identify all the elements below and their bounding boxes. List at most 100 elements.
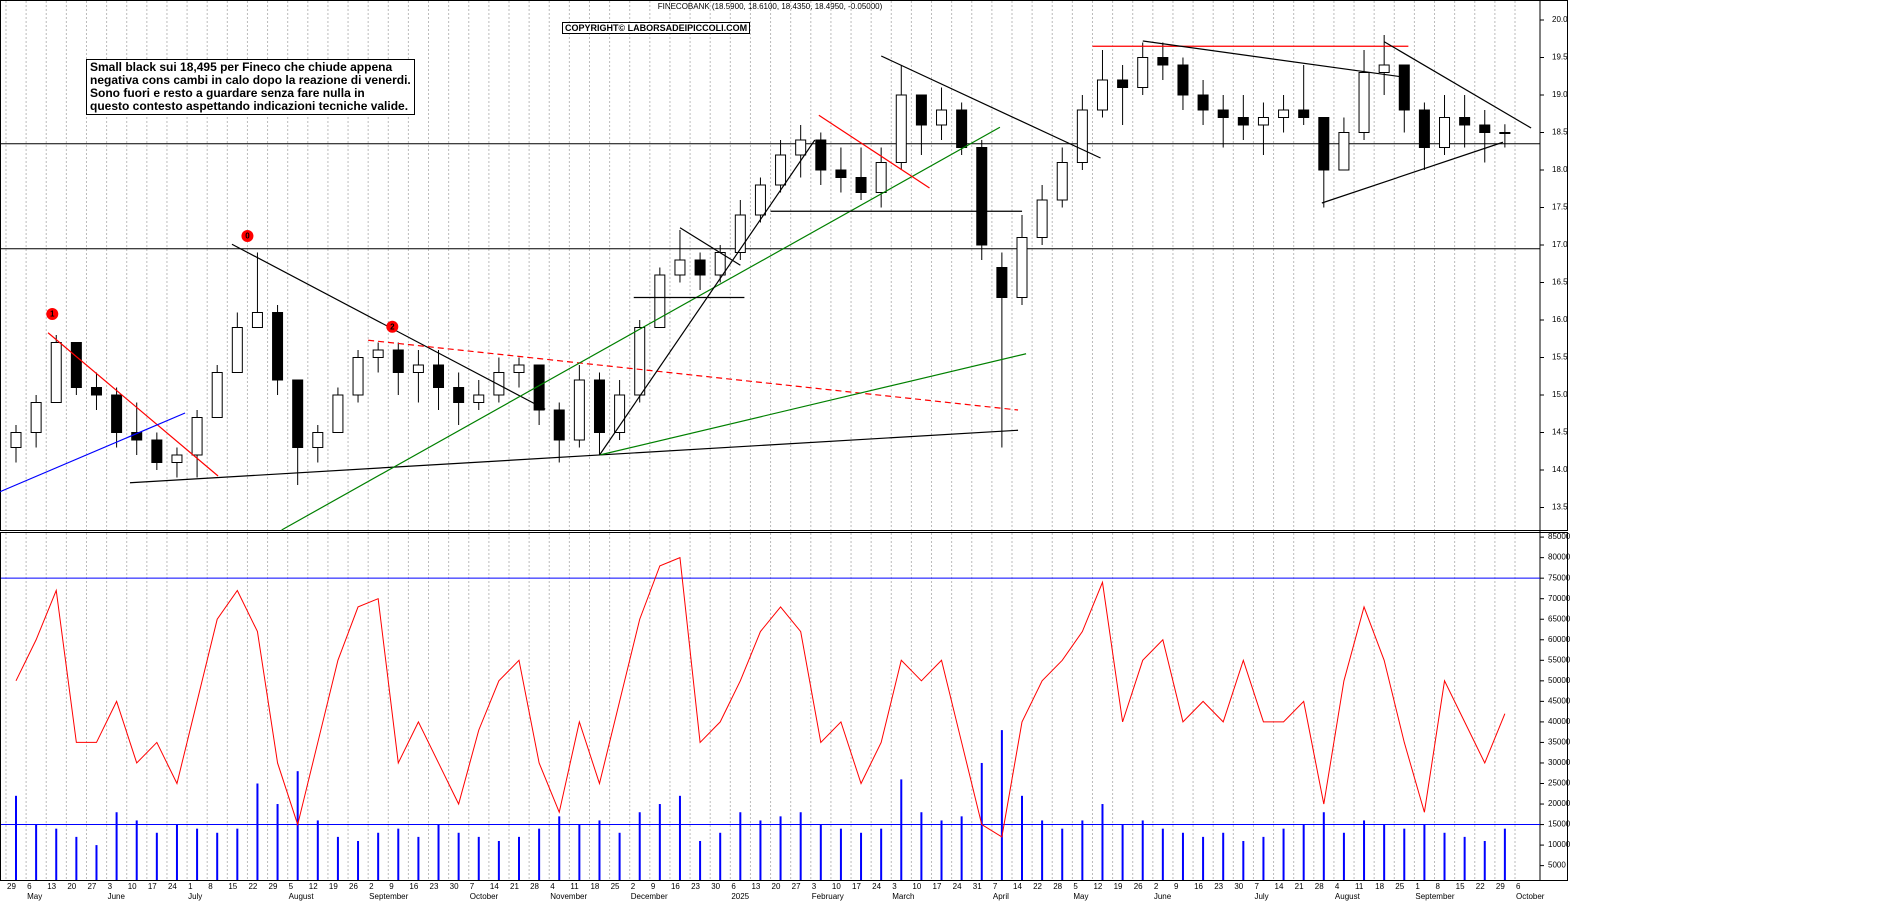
x-tick-label: 2 [369, 882, 374, 891]
volume-bar [1423, 824, 1426, 880]
month-label: June [1154, 892, 1172, 901]
candle-body [855, 177, 867, 193]
x-tick-label: 10 [128, 882, 137, 891]
trendline [818, 114, 930, 189]
trendline [1383, 41, 1532, 129]
x-tick-label: 17 [148, 882, 157, 891]
volume-bar [920, 812, 923, 880]
x-tick-label: 30 [1234, 882, 1243, 891]
trendline [1142, 40, 1409, 79]
trendline [368, 339, 1019, 411]
trendline [0, 412, 186, 493]
x-tick-label: 23 [691, 882, 700, 891]
candle-body [875, 162, 887, 193]
month-label: September [1415, 892, 1454, 901]
annotation-line: Small black sui 18,495 per Fineco che ch… [90, 60, 393, 74]
x-tick-label: 5 [1073, 882, 1078, 891]
volume-bar [196, 828, 199, 880]
x-tick-label: 29 [1496, 882, 1505, 891]
volume-bar [316, 820, 319, 880]
candle-body [1096, 79, 1108, 111]
volume-bar [799, 812, 802, 880]
candle-body [70, 342, 82, 388]
candle-body [1237, 117, 1249, 126]
volume-bar [900, 779, 903, 880]
x-tick-label: 8 [208, 882, 213, 891]
month-label: August [1335, 892, 1361, 901]
candle-body [936, 109, 948, 126]
y-tick-label: 40000 [1548, 717, 1571, 726]
volume-bar [558, 816, 561, 880]
y-tick-label: 65000 [1548, 614, 1571, 623]
volume-bar [115, 812, 118, 880]
x-tick-label: 12 [309, 882, 318, 891]
volume-bar [155, 832, 158, 880]
y-tick-label: 18.5 [1552, 128, 1568, 137]
x-tick-label: 11 [570, 882, 579, 891]
volume-bar [175, 824, 178, 880]
month-label: November [550, 892, 587, 901]
volume-bar [518, 836, 520, 880]
volume-bar [437, 824, 440, 880]
month-label: September [369, 892, 408, 901]
candle-body [1117, 79, 1129, 88]
y-tick-label: 14.5 [1552, 428, 1568, 437]
x-tick-label: 1 [1415, 882, 1420, 891]
volume-bar [1242, 840, 1245, 880]
annotation-line: Sono fuori e resto a guardare senza fare… [90, 86, 365, 100]
x-tick-label: 7 [1254, 882, 1259, 891]
volume-bar [357, 840, 360, 880]
x-tick-label: 14 [1275, 882, 1284, 891]
x-tick-label: 22 [1033, 882, 1042, 891]
marker [241, 230, 254, 242]
volume-bar [216, 832, 219, 880]
x-tick-label: 25 [611, 882, 620, 891]
volume-bar [1061, 828, 1064, 880]
month-label: May [27, 892, 42, 901]
volume-bar [618, 832, 621, 880]
marker-label: 2 [390, 322, 395, 331]
candle-body [1217, 109, 1229, 118]
volume-bar [1081, 820, 1084, 880]
candle-body [191, 417, 203, 456]
candle-body [1197, 94, 1209, 111]
watermark: COPYRIGHT© LABORSADEIPICCOLI.COM [562, 22, 751, 34]
candle-body [332, 394, 344, 433]
x-tick-label: 21 [510, 882, 519, 891]
volume-bar [1121, 824, 1124, 880]
volume-bar [538, 828, 541, 880]
x-tick-label: 24 [168, 882, 177, 891]
volume-bar [598, 820, 601, 880]
candle-body [453, 387, 465, 403]
candle-body [754, 184, 766, 216]
volume-bar [1322, 812, 1325, 880]
candle-body [1036, 199, 1048, 238]
volume-bar [578, 824, 581, 880]
y-tick-label: 16.5 [1552, 278, 1568, 287]
candle-body [815, 139, 827, 171]
y-tick-label: 5000 [1548, 861, 1566, 870]
y-tick-label: 55000 [1548, 655, 1571, 664]
volume-bar [1181, 832, 1184, 880]
candle-body [171, 454, 183, 463]
marker [46, 308, 59, 320]
price-panel [0, 0, 1568, 531]
y-tick-label: 19.5 [1552, 53, 1568, 62]
candle-body [694, 259, 706, 276]
volume-bar [1222, 832, 1225, 880]
trendline [129, 429, 1019, 484]
candle-body [634, 327, 646, 396]
volume-bar [397, 828, 400, 880]
x-tick-label: 3 [812, 882, 817, 891]
x-tick-label: 1 [188, 882, 193, 891]
x-tick-label: 13 [751, 882, 760, 891]
volume-bar [1463, 836, 1466, 880]
volume-bar [497, 840, 500, 880]
volume-bar [1202, 836, 1205, 880]
trendline [281, 126, 1001, 531]
candle-body [1338, 132, 1350, 171]
x-tick-label: 6 [27, 882, 32, 891]
x-tick-label: 8 [1436, 882, 1441, 891]
candle-body [1257, 117, 1269, 126]
candle-body [573, 379, 585, 441]
